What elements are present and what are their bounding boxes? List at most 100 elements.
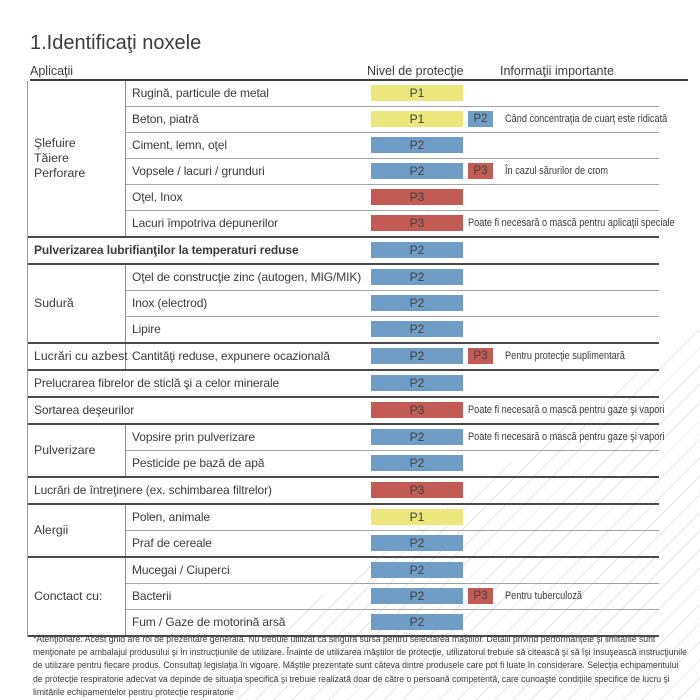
protection-level-bar: P2 [371, 137, 463, 153]
category-cell: Alergii [28, 505, 126, 556]
table-row: Prelucrarea fibrelor de sticlă şi a celo… [28, 371, 659, 396]
table-row: Fum / Gaze de motorină arsă P2 [126, 610, 659, 635]
application-label: Vopsele / lacuri / grunduri [132, 164, 265, 178]
protection-level-bar: P1 [371, 85, 463, 101]
table-group: Alergii Polen, animale P1 Praf de cereale P2 [28, 505, 659, 558]
application-label: Prelucrarea fibrelor de sticlă şi a celo… [34, 376, 280, 390]
protection-level-bar: P2 [371, 242, 463, 258]
protection-level-bar: P2 [371, 614, 463, 630]
protection-level-bar: P2 [371, 295, 463, 311]
application-label: Mucegai / Ciuperci [132, 563, 230, 577]
table-row: Vopsele / lacuri / grunduri P2 P3 În cazul … [126, 159, 659, 185]
application-label: Oţel, Inox [132, 190, 183, 204]
group-rows: Vopsire prin pulverizare P2 Poate fi neces… [126, 425, 664, 476]
table-row: Vopsire prin pulverizare P2 Poate fi neces… [126, 425, 664, 451]
application-label: Lacuri împotriva depunerilor [132, 216, 278, 230]
table-row: Cantităţi reduse, expunere ocazională P2 P… [126, 344, 659, 369]
table-row: Polen, animale P1 [126, 505, 659, 531]
application-label: Cantităţi reduse, expunere ocazională [132, 349, 330, 363]
group-rows: Oţel de construcţie zinc (autogen, MIG/M… [126, 265, 659, 342]
extra-protection-badge: P2 [468, 111, 493, 127]
group-rows: Prelucrarea fibrelor de sticlă şi a celo… [28, 371, 659, 396]
table-row: Oţel de construcţie zinc (autogen, MIG/M… [126, 265, 659, 291]
header-rule [30, 79, 688, 81]
table-row: Lacuri împotriva depunerilor P3 Poate fi n… [126, 211, 675, 236]
table-group: Conctact cu: Mucegai / Ciuperci P2 Bacterii… [28, 558, 659, 637]
page-title: 1.Identificaţi noxele [30, 32, 202, 54]
table-row: Beton, piatră P1 P2 Când concentraţia de cu… [126, 107, 667, 133]
info-text: Pentru tuberculoză [505, 590, 583, 602]
table-group: Lucrări de întreţinere (ex. schimbarea f… [28, 478, 659, 505]
protection-level-bar: P2 [371, 535, 463, 551]
info-text: Când concentraţia de cuarţ este ridicată [505, 113, 668, 125]
protection-level-bar: P2 [371, 429, 463, 445]
group-rows: Mucegai / Ciuperci P2 Bacterii P2 P3 Pentru t… [126, 558, 659, 635]
category-cell: Conctact cu: [28, 558, 126, 635]
protection-level-bar: P2 [371, 163, 463, 179]
table-group: Pulverizare Vopsire prin pulverizare P2 Poa… [28, 425, 664, 478]
protection-level-bar: P3 [371, 189, 463, 205]
info-text: Poate fi necesară o mască pentru aplicaţ… [468, 217, 675, 229]
protection-level-bar: P2 [371, 455, 463, 471]
group-rows: Rugină, particule de metal P1 Beton, piatr… [126, 81, 675, 236]
protection-level-bar: P2 [371, 348, 463, 364]
application-label: Lipire [132, 322, 161, 336]
group-rows: Polen, animale P1 Praf de cereale P2 [126, 505, 659, 556]
application-label: Bacterii [132, 589, 172, 603]
table-group: Sortarea deşeurilor P3 Poate fi necesară o… [28, 398, 664, 425]
table-group: Lucrări cu azbest Cantităţi reduse, expun… [28, 344, 659, 371]
protection-level-bar: P3 [371, 482, 463, 498]
footnote-text: *Atenţionare: Acest ghid are rol de prez… [33, 633, 687, 697]
extra-protection-badge: P3 [468, 588, 493, 604]
table-row: Sortarea deşeurilor P3 Poate fi necesară o… [28, 398, 664, 423]
table-row: Praf de cereale P2 [126, 531, 659, 556]
extra-protection-badge: P3 [468, 163, 493, 179]
protection-level-bar: P3 [371, 215, 463, 231]
application-label: Inox (electrod) [132, 296, 208, 310]
protection-level-bar: P2 [371, 269, 463, 285]
table-row: Lucrări de întreţinere (ex. schimbarea f… [28, 478, 659, 503]
hazard-table: Şlefuire Tăiere Perforare Rugină, particu… [27, 81, 675, 637]
table-row: Ciment, lemn, oţel P2 [126, 133, 659, 159]
application-label: Fum / Gaze de motorină arsă [132, 615, 286, 629]
application-label: Ciment, lemn, oţel [132, 138, 227, 152]
table-row: Mucegai / Ciuperci P2 [126, 558, 659, 584]
table-row: Inox (electrod) P2 [126, 291, 659, 317]
group-rows: Lucrări de întreţinere (ex. schimbarea f… [28, 478, 659, 503]
category-cell: Pulverizare [28, 425, 126, 476]
table-group: Pulverizarea lubrifianţilor la temperatu… [28, 238, 659, 265]
info-text: În cazul sărurilor de crom [505, 165, 609, 177]
category-cell: Sudură [28, 265, 126, 342]
info-text: Poate fi necesară o mască pentru gaze şi… [468, 431, 665, 443]
group-rows: Pulverizarea lubrifianţilor la temperatu… [28, 238, 659, 263]
application-label: Polen, animale [132, 510, 210, 524]
column-header-important-info: Informaţii importante [500, 64, 614, 78]
application-label: Rugină, particule de metal [132, 86, 269, 100]
protection-level-bar: P3 [371, 402, 463, 418]
table-group: Prelucrarea fibrelor de sticlă şi a celo… [28, 371, 659, 398]
protection-level-bar: P1 [371, 111, 463, 127]
table-row: Lipire P2 [126, 317, 659, 342]
application-label: Beton, piatră [132, 112, 199, 126]
application-label: Lucrări de întreţinere (ex. schimbarea f… [34, 483, 272, 497]
table-row: Rugină, particule de metal P1 [126, 81, 659, 107]
table-row: Pulverizarea lubrifianţilor la temperatu… [28, 238, 659, 263]
table-row: Oţel, Inox P3 [126, 185, 659, 211]
column-header-protection-level: Nivel de protecţie [367, 64, 464, 78]
protection-level-bar: P2 [371, 562, 463, 578]
category-cell: Lucrări cu azbest [28, 344, 128, 369]
info-text: Pentru protecţie suplimentară [505, 350, 625, 362]
group-rows: Cantităţi reduse, expunere ocazională P2 P… [126, 344, 659, 369]
application-label: Pulverizarea lubrifianţilor la temperatu… [34, 243, 299, 257]
protection-level-bar: P2 [371, 588, 463, 604]
application-label: Sortarea deşeurilor [34, 403, 135, 417]
application-label: Vopsire prin pulverizare [132, 430, 255, 444]
application-label: Pesticide pe bază de apă [132, 456, 265, 470]
table-group: Şlefuire Tăiere Perforare Rugină, particu… [28, 81, 675, 238]
protection-level-bar: P2 [371, 375, 463, 391]
table-group: Sudură Oţel de construcţie zinc (autogen,… [28, 265, 659, 344]
column-header-applications: Aplicaţii [30, 64, 74, 78]
extra-protection-badge: P3 [468, 348, 493, 364]
protection-level-bar: P1 [371, 509, 463, 525]
category-cell: Şlefuire Tăiere Perforare [28, 81, 126, 236]
